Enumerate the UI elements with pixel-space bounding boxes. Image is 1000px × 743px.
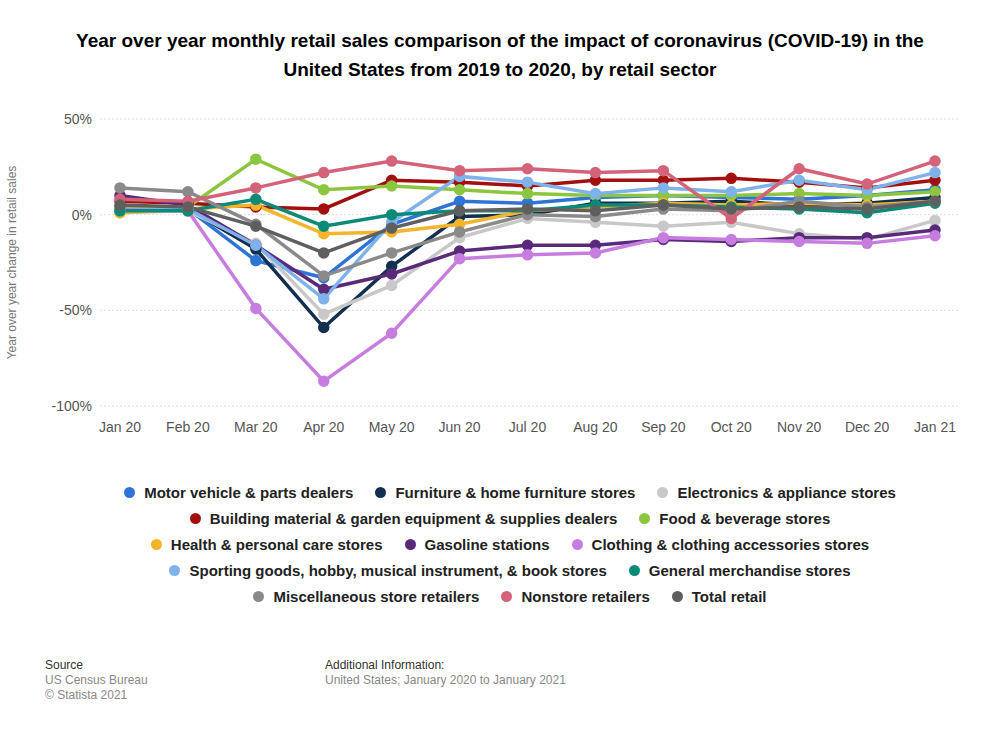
svg-text:-50%: -50%: [59, 302, 92, 318]
svg-text:Sep 20: Sep 20: [641, 419, 686, 435]
svg-text:Dec 20: Dec 20: [845, 419, 890, 435]
html-text:General merchandise stores: General merchandise stores: [648, 562, 851, 579]
svg-text:50%: 50%: [64, 111, 92, 127]
svg-text:0%: 0%: [72, 207, 92, 223]
svg-text:Apr 20: Apr 20: [303, 419, 344, 435]
svg-text:May 20: May 20: [369, 419, 415, 435]
svg-text:Jan 21: Jan 21: [914, 419, 956, 435]
html-text:Total retail: Total retail: [691, 588, 767, 605]
html-text:Gasoline stations: Gasoline stations: [424, 536, 550, 553]
html-text:Clothing & clothing accessorie: Clothing & clothing accessories stores: [591, 536, 870, 553]
html-text:Sporting goods, hobby, musical: Sporting goods, hobby, musical instrumen…: [189, 562, 607, 579]
html-text:Electronics & appliance stores: Electronics & appliance stores: [677, 484, 896, 501]
html-text:Year over year monthly retail: Year over year monthly retail sales comp…: [76, 30, 924, 80]
html-text:Food & beverage stores: Food & beverage stores: [659, 510, 831, 527]
svg-text:Oct 20: Oct 20: [711, 419, 752, 435]
html-text:US Census Bureau: US Census Bureau: [45, 673, 148, 687]
html-text:Furniture & home furniture sto: Furniture & home furniture stores: [395, 484, 636, 501]
html-text:Source: Source: [45, 658, 83, 672]
html-text:© Statista 2021: © Statista 2021: [45, 688, 128, 702]
svg-text:Nov 20: Nov 20: [777, 419, 822, 435]
html-text:Miscellaneous store retailers: Miscellaneous store retailers: [273, 588, 480, 605]
svg-text:-100%: -100%: [52, 398, 92, 414]
svg-text:Jan 20: Jan 20: [99, 419, 141, 435]
html-text:Motor vehicle & parts dealers: Motor vehicle & parts dealers: [144, 484, 354, 501]
svg-text:Mar 20: Mar 20: [234, 419, 278, 435]
html-text:Nonstore retailers: Nonstore retailers: [521, 588, 650, 605]
html-text:United States; January 2020 to: United States; January 2020 to January 2…: [325, 673, 566, 687]
svg-text:Jul 20: Jul 20: [509, 419, 547, 435]
svg-text:Year over year change in retai: Year over year change in retail sales: [8, 166, 19, 360]
svg-text:Jun 20: Jun 20: [439, 419, 481, 435]
html-text:Building material & garden equ: Building material & garden equipment & s…: [209, 510, 618, 527]
html-text:Health & personal care stores: Health & personal care stores: [170, 536, 383, 553]
svg-text:Feb 20: Feb 20: [166, 419, 210, 435]
svg-text:Aug 20: Aug 20: [573, 419, 618, 435]
html-text:Additional Information:: Additional Information:: [325, 658, 445, 672]
